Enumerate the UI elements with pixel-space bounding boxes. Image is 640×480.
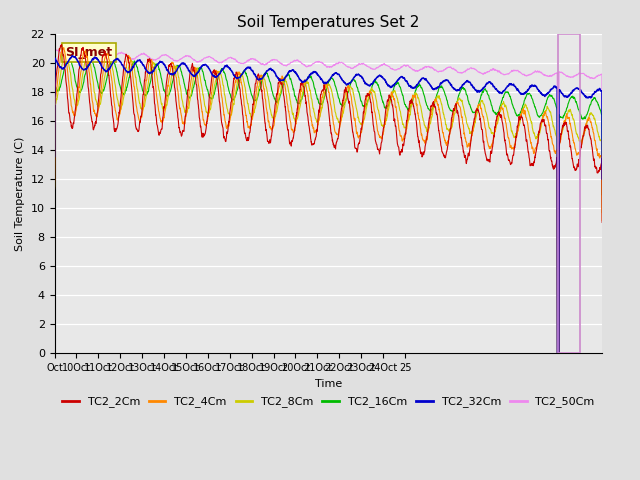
Legend: TC2_2Cm, TC2_4Cm, TC2_8Cm, TC2_16Cm, TC2_32Cm, TC2_50Cm: TC2_2Cm, TC2_4Cm, TC2_8Cm, TC2_16Cm, TC2… [58,392,599,412]
Bar [558,34,580,353]
Text: SI_met: SI_met [65,46,113,60]
Title: Soil Temperatures Set 2: Soil Temperatures Set 2 [237,15,420,30]
X-axis label: Time: Time [315,379,342,389]
Y-axis label: Soil Temperature (C): Soil Temperature (C) [15,136,25,251]
